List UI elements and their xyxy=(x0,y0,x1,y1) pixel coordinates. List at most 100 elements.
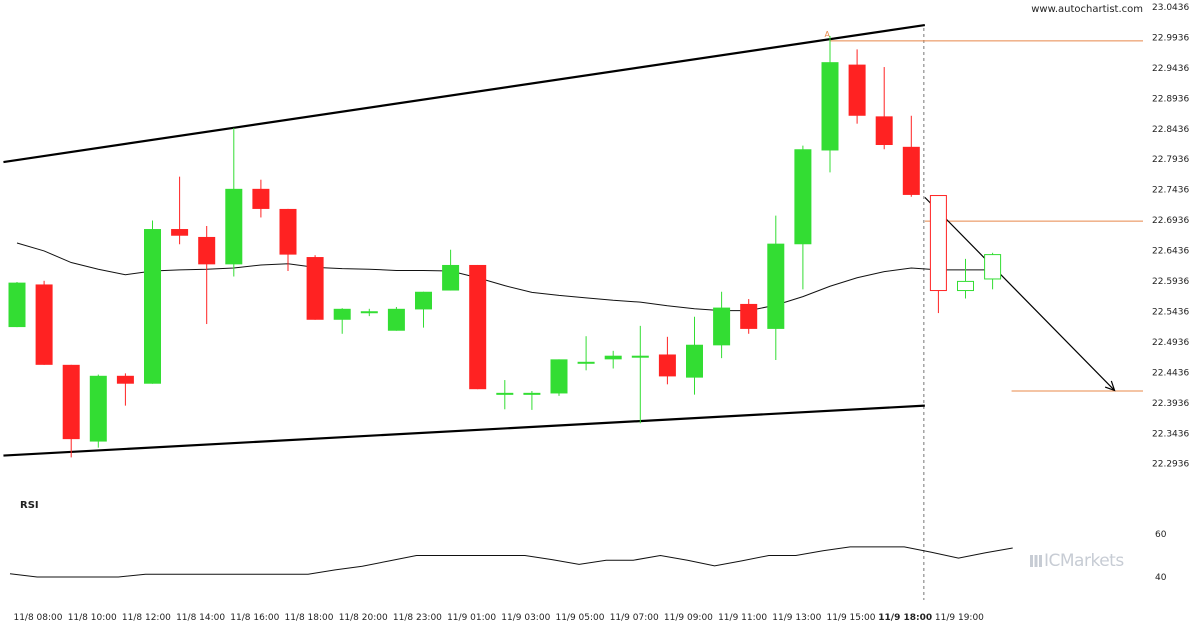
axis-layer: 23.0436 22.9936 22.9436 22.8936 22.8436 22.79… xyxy=(13,3,1189,623)
candle xyxy=(848,49,866,124)
price-tick-label: 22.3936 xyxy=(1152,399,1189,409)
candle-body xyxy=(984,254,1002,280)
pattern-upper-line xyxy=(3,23,926,164)
time-tick-label: 11/8 20:00 xyxy=(339,613,388,623)
rsi-layer xyxy=(9,546,1013,578)
candle xyxy=(740,299,758,334)
candle-body xyxy=(442,264,460,291)
candle xyxy=(957,258,974,299)
candle xyxy=(415,291,432,328)
time-tick-label: 11/8 18:00 xyxy=(284,613,333,623)
candle xyxy=(794,145,812,290)
candle-body xyxy=(252,188,270,209)
candle xyxy=(198,225,216,325)
candle-body xyxy=(848,64,866,116)
time-tick-label: 11/9 18:00 xyxy=(878,613,932,623)
rsi-label: RSI xyxy=(20,500,39,511)
price-tick-label: 22.7436 xyxy=(1152,186,1189,196)
time-tick-label: 11/8 10:00 xyxy=(68,613,117,623)
time-tick-label: 11/9 13:00 xyxy=(772,613,821,623)
candle xyxy=(225,127,243,277)
candle xyxy=(89,374,107,448)
candle-body xyxy=(171,229,189,236)
price-tick-label: 22.6936 xyxy=(1152,216,1189,226)
candle-body xyxy=(686,344,703,378)
time-tick-label: 11/9 03:00 xyxy=(501,613,550,623)
candle xyxy=(387,306,405,331)
candle-body xyxy=(8,282,26,328)
candle xyxy=(62,364,80,458)
price-tick-label: 22.2936 xyxy=(1152,460,1189,470)
moving-average-layer xyxy=(16,242,993,312)
candle-body xyxy=(957,280,974,292)
time-tick-label: 11/8 16:00 xyxy=(230,613,279,623)
brand-name: ICMarkets xyxy=(1044,551,1124,571)
brand-watermark: ICMarkets xyxy=(1030,551,1124,571)
price-tick-label: 22.7936 xyxy=(1152,155,1189,165)
candle xyxy=(577,336,595,371)
pattern-lower-line xyxy=(3,404,925,457)
candle-body xyxy=(875,116,893,145)
candle-body xyxy=(902,146,920,195)
candle xyxy=(252,179,270,218)
price-tick-label: 22.8436 xyxy=(1152,125,1189,135)
candle xyxy=(8,282,26,328)
price-tick-label: 23.0436 xyxy=(1152,3,1189,13)
candle xyxy=(360,308,378,317)
candles-layer xyxy=(8,35,1002,458)
time-tick-label: 11/9 19:00 xyxy=(935,613,984,623)
candle-body xyxy=(469,264,487,390)
candle-body xyxy=(144,229,161,384)
candle-body xyxy=(62,364,80,440)
candle-body xyxy=(794,149,812,245)
candle xyxy=(496,380,514,410)
time-tick-label: 11/9 11:00 xyxy=(718,613,767,623)
rsi-line xyxy=(9,546,1013,578)
candle xyxy=(984,252,1002,290)
candle-body xyxy=(198,236,216,265)
candle xyxy=(35,280,53,365)
candle xyxy=(144,220,161,384)
candle-body xyxy=(550,359,568,394)
moving-average-line xyxy=(16,242,993,312)
candle-body xyxy=(713,307,731,346)
time-tick-label: 11/9 01:00 xyxy=(447,613,496,623)
brand-logo-icon xyxy=(1030,555,1042,567)
candle-body xyxy=(767,243,785,329)
candle-body xyxy=(740,303,758,329)
candle xyxy=(469,264,487,390)
price-tick-label: 22.9436 xyxy=(1152,64,1189,74)
candle xyxy=(658,336,676,385)
high-marker-label: A xyxy=(825,30,831,39)
candle xyxy=(713,291,731,359)
candle-body xyxy=(116,375,134,384)
candle-body xyxy=(225,188,243,265)
time-tick-label: 11/9 05:00 xyxy=(555,613,604,623)
candle xyxy=(821,35,839,173)
candle xyxy=(604,350,622,369)
candle-body xyxy=(658,354,676,377)
candle xyxy=(902,115,920,197)
candle-body xyxy=(89,375,107,442)
candle xyxy=(631,325,649,424)
candle-body xyxy=(821,62,839,151)
candle xyxy=(116,373,134,406)
candle-body xyxy=(604,355,622,360)
price-tick-label: 22.8936 xyxy=(1152,94,1189,104)
time-tick-label: 11/8 14:00 xyxy=(176,613,225,623)
candle xyxy=(279,208,297,272)
price-tick-label: 22.3436 xyxy=(1152,429,1189,439)
candle-body xyxy=(631,355,649,358)
rsi-tick-label: 60 xyxy=(1155,530,1167,540)
candle xyxy=(550,359,568,396)
candle-body xyxy=(929,195,947,292)
candle xyxy=(875,67,893,150)
candle xyxy=(306,255,324,320)
candle-body xyxy=(279,208,297,255)
candle xyxy=(171,176,189,245)
pattern-layer: A xyxy=(3,23,1143,457)
breakout-arrow-head xyxy=(1104,380,1116,392)
price-tick-label: 22.6436 xyxy=(1152,247,1189,257)
candle-body xyxy=(415,291,432,310)
